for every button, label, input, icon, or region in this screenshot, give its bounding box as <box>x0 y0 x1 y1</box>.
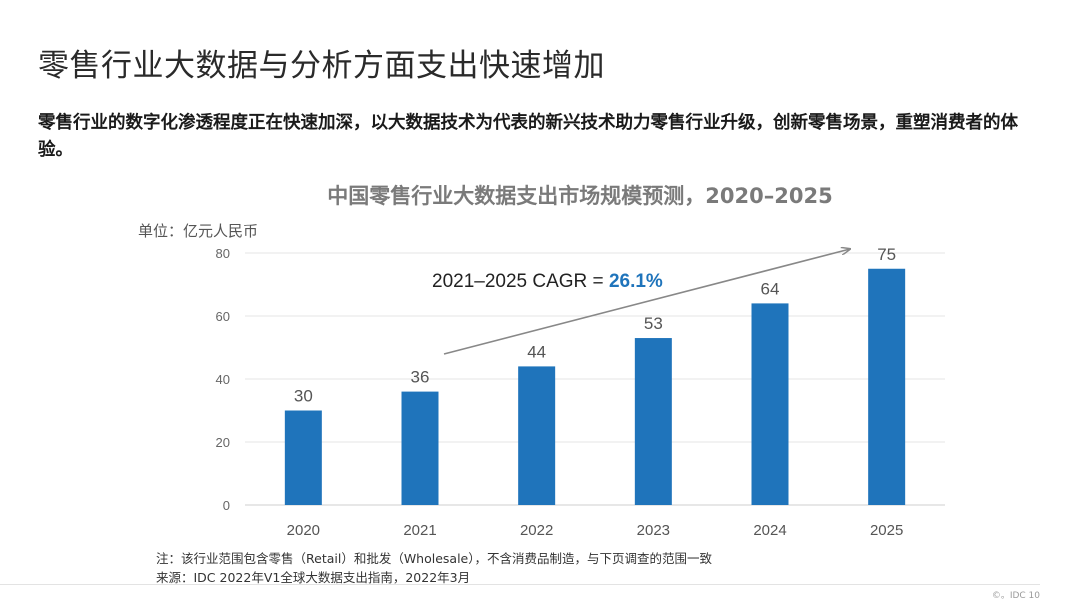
bar <box>868 268 906 505</box>
y-tick-label: 0 <box>223 498 230 513</box>
data-label: 30 <box>294 387 313 406</box>
cagr-value: 26.1% <box>609 271 663 292</box>
cagr-label: 2021–2025 CAGR = <box>432 271 609 292</box>
data-label: 64 <box>761 279 780 298</box>
data-label: 36 <box>411 368 430 387</box>
chart-note: 注：该行业范围包含零售（Retail）和批发（Wholesale），不含消费品制… <box>156 551 713 566</box>
y-tick-label: 20 <box>216 435 230 450</box>
data-label: 44 <box>527 342 546 361</box>
y-tick-label: 80 <box>216 246 230 261</box>
unit-label: 单位：亿元人民币 <box>138 222 259 240</box>
source-note: 来源：IDC 2022年V1全球大数据支出指南，2022年3月 <box>156 570 471 585</box>
data-label: 75 <box>877 245 896 264</box>
bar <box>751 303 789 505</box>
bar <box>518 366 556 505</box>
data-label: 53 <box>644 314 663 333</box>
footer-divider <box>0 584 1040 585</box>
cagr-arrow <box>443 249 850 355</box>
bar <box>401 391 439 505</box>
x-tick-label: 2023 <box>637 522 670 539</box>
slide-subtitle: 零售行业的数字化渗透程度正在快速加深，以大数据技术为代表的新兴技术助力零售行业升… <box>38 113 1018 160</box>
x-tick-label: 2024 <box>753 522 786 539</box>
y-tick-label: 60 <box>216 309 230 324</box>
y-tick-label: 40 <box>216 372 230 387</box>
slide-title: 零售行业大数据与分析方面支出快速增加 <box>38 48 605 84</box>
copyright: ©。IDC 10 <box>991 591 1040 601</box>
x-tick-label: 2021 <box>403 522 436 539</box>
chart-title: 中国零售行业大数据支出市场规模预测，2020–2025 <box>327 184 833 208</box>
bar <box>634 338 672 505</box>
x-tick-label: 2022 <box>520 522 553 539</box>
cagr-annotation: 2021–2025 CAGR = 26.1% <box>432 271 663 292</box>
x-tick-label: 2025 <box>870 522 903 539</box>
x-tick-label: 2020 <box>287 522 320 539</box>
bar <box>284 410 322 505</box>
